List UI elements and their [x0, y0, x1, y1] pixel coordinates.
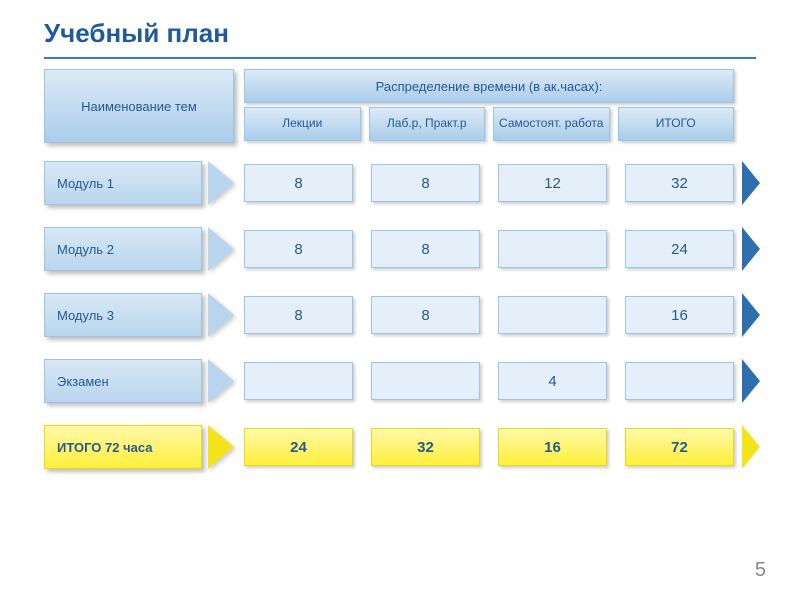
cell: 8 — [371, 296, 480, 334]
row-cells: 88 12 32 — [244, 164, 734, 202]
cell: 8 — [244, 230, 353, 268]
cell: 8 — [371, 164, 480, 202]
header-row: Наименование тем Распределение времени (… — [44, 69, 800, 143]
end-arrow-icon — [742, 227, 760, 271]
cell: 8 — [371, 230, 480, 268]
end-arrow-icon — [742, 293, 760, 337]
cell: 72 — [625, 428, 734, 466]
arrow-icon — [208, 425, 234, 469]
cell — [625, 362, 734, 400]
table-row: Экзамен 4 — [44, 359, 800, 403]
cell: 32 — [371, 428, 480, 466]
cell — [371, 362, 480, 400]
page-title: Учебный план — [0, 0, 800, 57]
row-cells: 88 24 — [244, 230, 734, 268]
cell: 4 — [498, 362, 607, 400]
cell — [244, 362, 353, 400]
arrow-icon — [208, 161, 234, 205]
header-left: Наименование тем — [44, 69, 234, 143]
row-label: Модуль 2 — [44, 227, 202, 271]
table-row: Модуль 3 88 16 — [44, 293, 800, 337]
header-top: Распределение времени (в ак.часах): — [244, 69, 734, 103]
header-col-2: Самостоят. работа — [493, 107, 610, 141]
cell — [498, 296, 607, 334]
end-arrow-icon — [742, 359, 760, 403]
header-col-0: Лекции — [244, 107, 361, 141]
arrow-icon — [208, 227, 234, 271]
end-arrow-icon — [742, 425, 760, 469]
cell: 16 — [498, 428, 607, 466]
arrow-icon — [208, 293, 234, 337]
header-col-1: Лаб.р, Практ.р — [369, 107, 486, 141]
page-number: 5 — [755, 559, 766, 582]
row-cells: 88 16 — [244, 296, 734, 334]
table-row: Модуль 2 88 24 — [44, 227, 800, 271]
cell: 32 — [625, 164, 734, 202]
table-row: Модуль 1 88 12 32 — [44, 161, 800, 205]
cell — [498, 230, 607, 268]
cell: 12 — [498, 164, 607, 202]
cell: 24 — [244, 428, 353, 466]
row-label: Модуль 3 — [44, 293, 202, 337]
header-columns: Лекции Лаб.р, Практ.р Самостоят. работа … — [244, 107, 734, 141]
row-cells: 24 32 16 72 — [244, 428, 734, 466]
arrow-icon — [208, 359, 234, 403]
data-rows: Модуль 1881232Модуль 28824Модуль 38816Эк… — [44, 161, 800, 469]
end-arrow-icon — [742, 161, 760, 205]
cell: 8 — [244, 164, 353, 202]
cell: 8 — [244, 296, 353, 334]
cell: 16 — [625, 296, 734, 334]
header-right: Распределение времени (в ак.часах): Лекц… — [244, 69, 734, 143]
cell: 24 — [625, 230, 734, 268]
table-row: ИТОГО 72 часа 24 32 16 72 — [44, 425, 800, 469]
row-label: Модуль 1 — [44, 161, 202, 205]
row-label: Экзамен — [44, 359, 202, 403]
row-label: ИТОГО 72 часа — [44, 425, 202, 469]
title-rule — [44, 57, 756, 59]
header-col-3: ИТОГО — [618, 107, 735, 141]
row-cells: 4 — [244, 362, 734, 400]
